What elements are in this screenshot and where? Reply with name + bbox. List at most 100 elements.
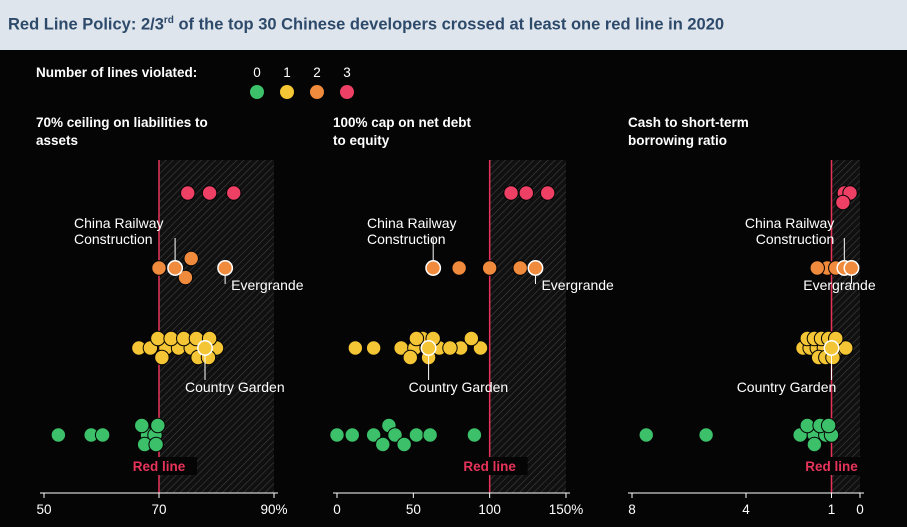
callout-label: Construction bbox=[74, 231, 153, 247]
chart-panel-1: 70% ceiling on liabilities to assets Red l… bbox=[36, 115, 304, 517]
legend-title: Number of lines violated: bbox=[36, 65, 197, 80]
callout-dot bbox=[823, 340, 840, 356]
series-1 bbox=[795, 330, 854, 366]
dot-2 bbox=[151, 260, 167, 276]
callout-label: Construction bbox=[756, 231, 835, 247]
legend: Number of lines violated: 0 1 2 3 bbox=[36, 65, 354, 99]
series-0 bbox=[329, 417, 483, 453]
x-tick-label: 8 bbox=[628, 502, 636, 517]
callout-label: China Railway bbox=[74, 215, 163, 231]
panel-title-line: borrowing ratio bbox=[628, 133, 727, 148]
violation-zone bbox=[831, 160, 860, 493]
dot-2 bbox=[183, 250, 199, 267]
legend-item-1: 1 bbox=[280, 65, 294, 99]
dot-1 bbox=[402, 349, 418, 366]
dot-3 bbox=[518, 185, 535, 201]
x-tick-label: 150% bbox=[549, 502, 584, 517]
title-superscript: rd bbox=[163, 15, 174, 26]
x-tick-label: 4 bbox=[742, 502, 750, 517]
callout-dot bbox=[217, 260, 234, 276]
callout: Country Garden bbox=[409, 340, 508, 395]
panel-title-line: 70% ceiling on liabilities to bbox=[36, 115, 208, 130]
dot-1 bbox=[154, 349, 170, 366]
series-0 bbox=[638, 417, 840, 453]
violation-zone bbox=[159, 160, 274, 493]
legend-label-1: 1 bbox=[283, 65, 291, 80]
dot-2 bbox=[177, 269, 194, 286]
x-tick-label: 50 bbox=[36, 502, 51, 517]
dot-0 bbox=[820, 417, 837, 434]
dot-0 bbox=[375, 436, 391, 453]
dot-2 bbox=[481, 260, 498, 276]
red-line-label-bg bbox=[121, 457, 197, 475]
dot-1 bbox=[442, 340, 458, 356]
x-tick-label: 70 bbox=[151, 502, 166, 517]
series-1 bbox=[347, 330, 489, 366]
dot-1 bbox=[472, 340, 489, 356]
legend-label-3: 3 bbox=[343, 65, 351, 80]
dot-1 bbox=[408, 330, 425, 347]
legend-item-0: 0 bbox=[250, 65, 264, 99]
dot-3 bbox=[180, 185, 196, 201]
legend-dot-1 bbox=[280, 85, 294, 99]
page-title: Red Line Policy: 2/3rd of the top 30 Chi… bbox=[8, 15, 724, 35]
title-text-start: Red Line Policy: 2/3 bbox=[8, 15, 164, 34]
red-line-label: Red line bbox=[805, 459, 858, 474]
callout: Evergrande bbox=[803, 260, 876, 293]
dot-0 bbox=[344, 427, 360, 443]
panel-title-line: assets bbox=[36, 133, 78, 148]
legend-item-3: 3 bbox=[340, 65, 354, 99]
dot-0 bbox=[638, 427, 654, 443]
series-2 bbox=[425, 260, 544, 276]
title-text-end: of the top 30 Chinese developers crossed… bbox=[173, 15, 725, 34]
dot-3 bbox=[201, 185, 218, 201]
dot-0 bbox=[408, 427, 425, 443]
callout-dot bbox=[420, 340, 437, 356]
dot-0 bbox=[134, 417, 150, 434]
dot-0 bbox=[148, 436, 164, 453]
callout-dot bbox=[527, 260, 544, 276]
dot-2 bbox=[809, 260, 825, 276]
callout-label: Country Garden bbox=[737, 379, 837, 395]
callout-dot bbox=[425, 260, 442, 276]
panel-title-line: Cash to short-term bbox=[628, 115, 749, 130]
chart-panel: Number of lines violated: 0 1 2 3 70% ceilin… bbox=[0, 50, 907, 527]
x-tick-label: 50 bbox=[406, 502, 421, 517]
dot-0 bbox=[799, 417, 815, 434]
red-line-label-bg bbox=[793, 457, 870, 475]
dot-3 bbox=[503, 185, 519, 201]
dot-0 bbox=[422, 427, 438, 443]
chart-panels: 70% ceiling on liabilities to assets Red l… bbox=[36, 115, 876, 517]
red-line-label-bg bbox=[451, 457, 528, 475]
dot-0 bbox=[365, 427, 382, 443]
callout-dot bbox=[843, 260, 860, 276]
callout-dot bbox=[167, 260, 184, 276]
chart-panel-2: 100% cap on net debt to equity Red line 0 50… bbox=[329, 115, 614, 517]
dot-3 bbox=[835, 194, 851, 211]
series-0 bbox=[50, 417, 166, 453]
chart-svg: Number of lines violated: 0 1 2 3 70% ceilin… bbox=[36, 65, 876, 517]
callout-label: Evergrande bbox=[803, 277, 876, 293]
callout-label: Evergrande bbox=[541, 277, 614, 293]
dot-0 bbox=[50, 427, 67, 443]
dot-0 bbox=[329, 427, 345, 443]
x-tick-label: 0 bbox=[856, 502, 864, 517]
dot-3 bbox=[539, 185, 556, 201]
dot-0 bbox=[150, 417, 166, 434]
dot-0 bbox=[396, 436, 412, 453]
red-line-label: Red line bbox=[133, 459, 186, 474]
legend-label-2: 2 bbox=[313, 65, 321, 80]
title-bar: Red Line Policy: 2/3rd of the top 30 Chi… bbox=[0, 0, 907, 50]
legend-dot-2 bbox=[310, 85, 324, 99]
panel-title-line: 100% cap on net debt bbox=[333, 115, 472, 130]
dot-0 bbox=[698, 427, 714, 443]
series-3 bbox=[835, 185, 858, 211]
dot-0 bbox=[806, 436, 823, 453]
callout-dot bbox=[197, 340, 213, 356]
callout-label: Evergrande bbox=[231, 277, 304, 293]
dot-1 bbox=[347, 340, 364, 356]
legend-label-0: 0 bbox=[253, 65, 261, 80]
